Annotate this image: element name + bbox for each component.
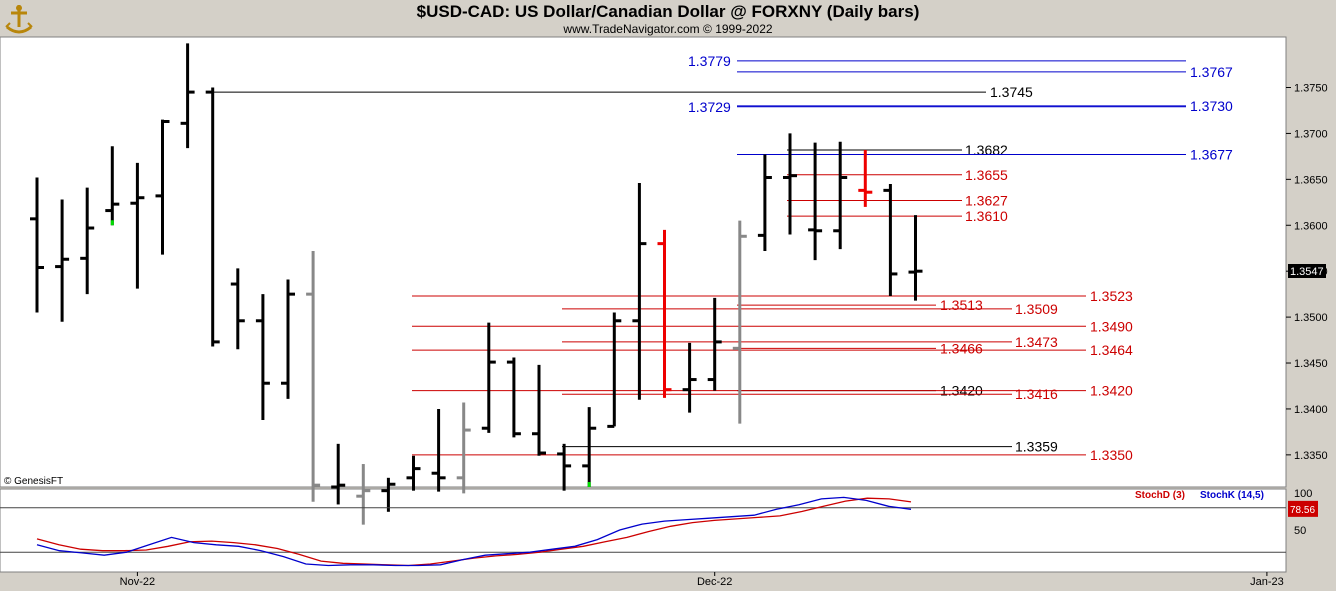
- price-tick-label: 1.3650: [1294, 174, 1328, 186]
- trade-navigator-logo-icon: [5, 5, 33, 34]
- price-bar: [783, 133, 797, 235]
- price-bar: [757, 154, 772, 251]
- price-bar: [456, 402, 471, 494]
- price-tick-label: 1.3400: [1294, 404, 1328, 416]
- level-label: 1.3655: [965, 167, 1008, 183]
- stoch-tick-label: 100: [1294, 488, 1312, 500]
- level-label: 1.3473: [1015, 334, 1058, 350]
- price-bar: [105, 146, 120, 226]
- price-bar: [406, 455, 421, 491]
- price-bar: [155, 119, 170, 255]
- level-label: 1.3767: [1190, 64, 1233, 80]
- price-bar: [557, 443, 572, 491]
- price-bar: [281, 279, 295, 399]
- price-tick-label: 1.3350: [1294, 450, 1328, 462]
- stochk-line: [36, 496, 912, 567]
- stochastic-indicator: 100 50 78.56: [0, 488, 1318, 567]
- stoch-last-marker: [1288, 500, 1318, 517]
- level-label: 1.3523: [1090, 288, 1133, 304]
- level-label: 1.3677: [1190, 147, 1233, 163]
- level-label: 1.3350: [1090, 447, 1133, 463]
- price-bar: [607, 312, 622, 428]
- price-bar: [858, 149, 873, 207]
- level-label: 1.3509: [1015, 301, 1058, 317]
- price-bar: [682, 342, 697, 413]
- level-label: 1.3513: [940, 297, 983, 313]
- price-bar: [808, 142, 823, 261]
- price-bar: [180, 43, 195, 149]
- stochk-legend: StochK (14,5): [1200, 490, 1264, 501]
- date-tick-label: Nov-22: [120, 576, 155, 588]
- level-label: 1.3779: [688, 53, 731, 69]
- level-label: 1.3627: [965, 192, 1008, 208]
- last-price-marker: 1.3547: [1288, 264, 1326, 278]
- date-tick-label: Dec-22: [697, 576, 732, 588]
- level-label: 1.3610: [965, 208, 1008, 224]
- price-bar: [306, 250, 321, 502]
- price-bar: [908, 215, 923, 301]
- chart-title: $USD-CAD: US Dollar/Canadian Dollar @ FO…: [416, 2, 920, 21]
- price-bar: [481, 322, 496, 433]
- price-bar: [732, 220, 747, 424]
- price-panel: [0, 36, 1287, 488]
- price-bar: [30, 177, 44, 313]
- stochastic-panel: [0, 488, 1287, 573]
- level-lines: 1.3779 1.3767 1.3745 1.3729 1.3730 1.3682 1.36…: [213, 53, 1233, 463]
- price-tick-label: 1.3450: [1294, 358, 1328, 370]
- last-price-label: 1.3547: [1290, 266, 1324, 278]
- level-label: 1.3729: [688, 99, 731, 115]
- price-bar: [431, 408, 446, 492]
- chart-subtitle: www.TradeNavigator.com © 1999-2022: [563, 22, 773, 36]
- price-bar: [632, 183, 647, 400]
- price-tick-label: 1.3700: [1294, 128, 1328, 140]
- watermark: © GenesisFT: [4, 476, 63, 487]
- price-tick-label: 1.3750: [1294, 83, 1328, 95]
- price-bar: [130, 162, 145, 289]
- price-bar: [381, 477, 396, 512]
- level-label: 1.3682: [965, 142, 1008, 158]
- stochd-line: [36, 497, 912, 567]
- price-bar: [707, 297, 722, 391]
- stoch-tick-label: 50: [1294, 525, 1306, 537]
- level-label: 1.3490: [1090, 318, 1133, 334]
- level-label: 1.3466: [940, 340, 983, 356]
- price-bars: [30, 43, 923, 525]
- level-label: 1.3745: [990, 84, 1033, 100]
- level-label: 1.3730: [1190, 98, 1233, 114]
- stochd-legend: StochD (3): [1135, 490, 1185, 501]
- price-bar: [582, 407, 597, 487]
- price-tick-label: 1.3500: [1294, 312, 1328, 324]
- price-bar: [506, 357, 521, 438]
- price-bar: [230, 268, 245, 350]
- price-bar: [883, 183, 898, 296]
- price-bar: [80, 187, 95, 295]
- level-label: 1.3359: [1015, 439, 1058, 455]
- level-label: 1.3416: [1015, 386, 1058, 402]
- date-axis: Nov-22 Dec-22 Jan-23: [120, 572, 1284, 588]
- price-tick-label: 1.3600: [1294, 220, 1328, 232]
- price-bar: [55, 199, 70, 322]
- level-label: 1.3464: [1090, 342, 1133, 358]
- stoch-last-label: 78.56: [1290, 505, 1315, 516]
- title-bar: $USD-CAD: US Dollar/Canadian Dollar @ FO…: [0, 0, 1336, 37]
- price-bar: [331, 443, 346, 505]
- price-bar: [657, 229, 672, 398]
- level-label: 1.3420: [1090, 383, 1133, 399]
- date-tick-label: Jan-23: [1250, 576, 1284, 588]
- price-bar: [532, 364, 546, 456]
- price-bar: [205, 87, 220, 347]
- price-bar: [356, 464, 371, 525]
- price-bar: [255, 294, 270, 420]
- price-bar: [833, 141, 848, 250]
